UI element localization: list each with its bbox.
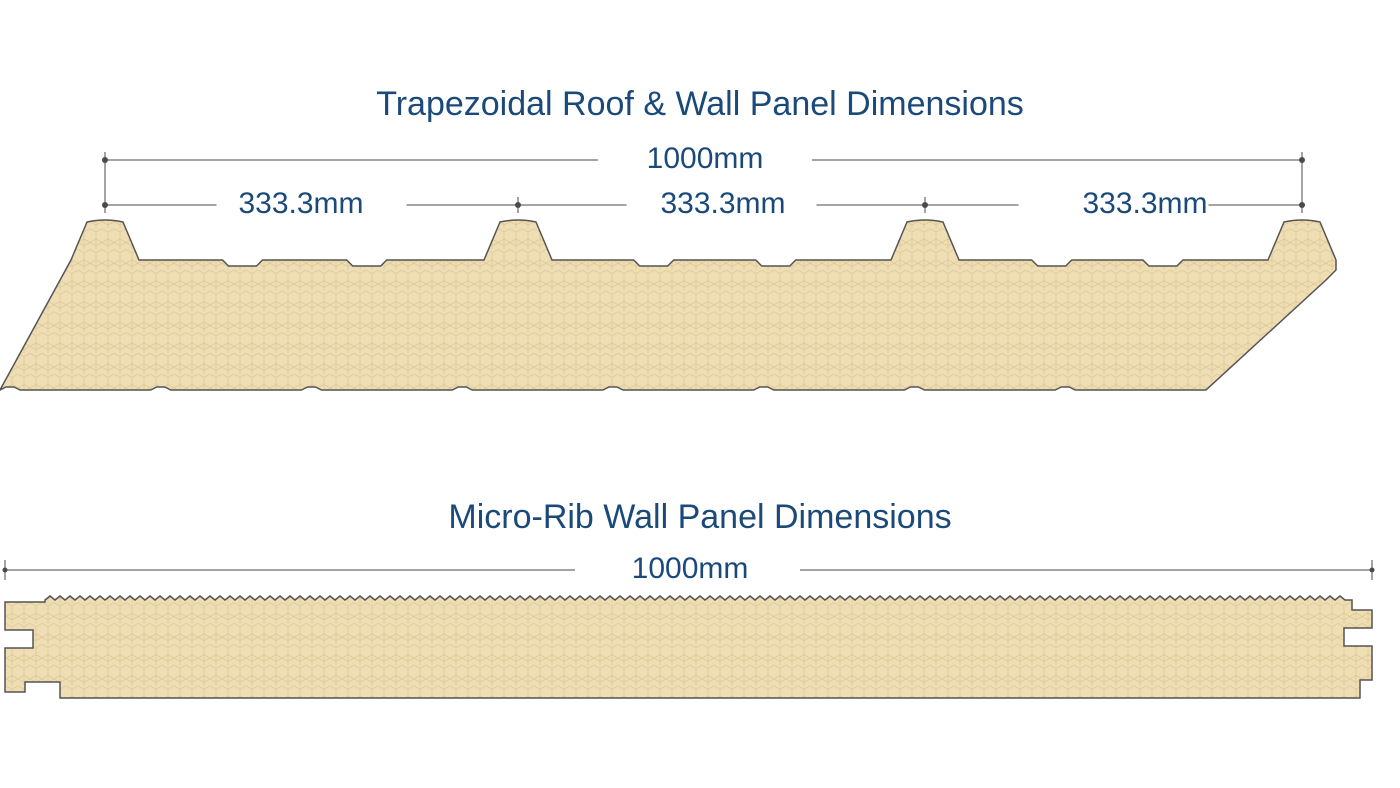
microrib-title: Micro-Rib Wall Panel Dimensions: [0, 498, 1400, 537]
trapezoidal-seg-3: 333.3mm: [1060, 187, 1230, 221]
trapezoidal-panel-profile: [0, 220, 1336, 390]
trapezoidal-seg-2: 333.3mm: [638, 187, 808, 221]
microrib-total-width: 1000mm: [605, 552, 775, 586]
trapezoidal-seg-1: 333.3mm: [216, 187, 386, 221]
microrib-panel-profile: [5, 596, 1372, 698]
diagram-canvas: Trapezoidal Roof & Wall Panel Dimensions…: [0, 0, 1400, 788]
trapezoidal-total-width: 1000mm: [620, 142, 790, 176]
trapezoidal-title: Trapezoidal Roof & Wall Panel Dimensions: [0, 85, 1400, 124]
